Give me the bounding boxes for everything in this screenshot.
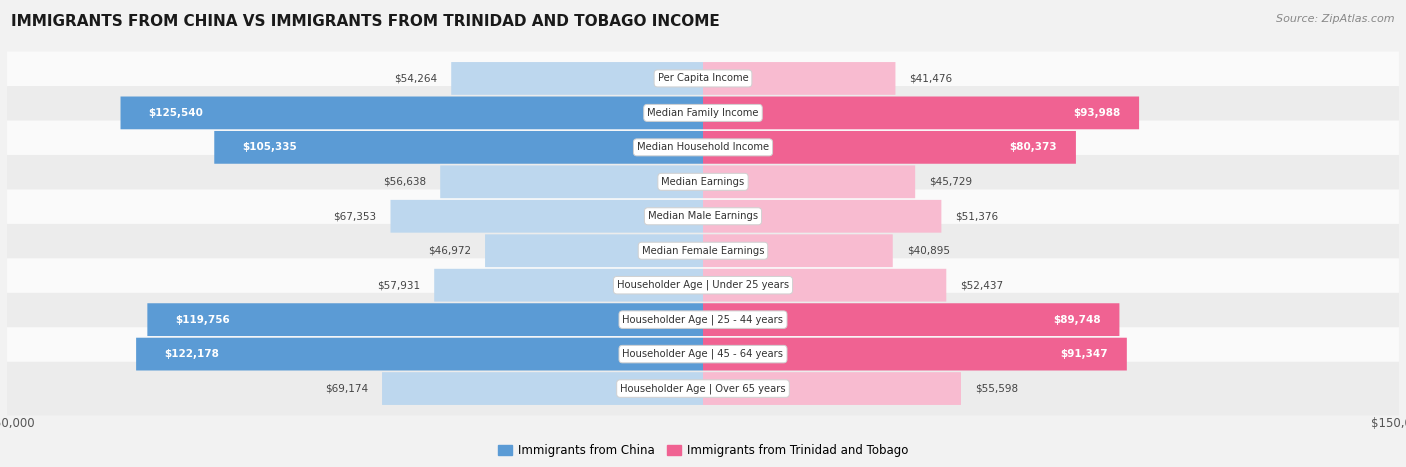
Text: Median Earnings: Median Earnings: [661, 177, 745, 187]
Text: Source: ZipAtlas.com: Source: ZipAtlas.com: [1277, 14, 1395, 24]
FancyBboxPatch shape: [121, 97, 703, 129]
Text: $40,895: $40,895: [907, 246, 949, 256]
FancyBboxPatch shape: [703, 131, 1076, 164]
FancyBboxPatch shape: [434, 269, 703, 302]
FancyBboxPatch shape: [7, 86, 1399, 140]
Text: Median Male Earnings: Median Male Earnings: [648, 211, 758, 221]
FancyBboxPatch shape: [7, 155, 1399, 209]
Text: $51,376: $51,376: [955, 211, 998, 221]
FancyBboxPatch shape: [391, 200, 703, 233]
Text: $67,353: $67,353: [333, 211, 377, 221]
Text: $125,540: $125,540: [149, 108, 204, 118]
FancyBboxPatch shape: [703, 269, 946, 302]
FancyBboxPatch shape: [7, 258, 1399, 312]
FancyBboxPatch shape: [382, 372, 703, 405]
Text: Householder Age | 45 - 64 years: Householder Age | 45 - 64 years: [623, 349, 783, 359]
Text: $69,174: $69,174: [325, 383, 368, 394]
Text: $55,598: $55,598: [974, 383, 1018, 394]
FancyBboxPatch shape: [7, 362, 1399, 416]
FancyBboxPatch shape: [7, 120, 1399, 174]
FancyBboxPatch shape: [440, 165, 703, 198]
FancyBboxPatch shape: [136, 338, 703, 370]
FancyBboxPatch shape: [451, 62, 703, 95]
Text: Median Female Earnings: Median Female Earnings: [641, 246, 765, 256]
FancyBboxPatch shape: [703, 200, 942, 233]
FancyBboxPatch shape: [703, 165, 915, 198]
FancyBboxPatch shape: [214, 131, 703, 164]
Text: $89,748: $89,748: [1053, 315, 1101, 325]
Text: IMMIGRANTS FROM CHINA VS IMMIGRANTS FROM TRINIDAD AND TOBAGO INCOME: IMMIGRANTS FROM CHINA VS IMMIGRANTS FROM…: [11, 14, 720, 29]
Text: $93,988: $93,988: [1073, 108, 1121, 118]
FancyBboxPatch shape: [703, 303, 1119, 336]
FancyBboxPatch shape: [148, 303, 703, 336]
FancyBboxPatch shape: [703, 62, 896, 95]
Text: $57,931: $57,931: [377, 280, 420, 290]
Text: Median Family Income: Median Family Income: [647, 108, 759, 118]
FancyBboxPatch shape: [485, 234, 703, 267]
Text: $119,756: $119,756: [176, 315, 231, 325]
FancyBboxPatch shape: [703, 338, 1126, 370]
Text: Per Capita Income: Per Capita Income: [658, 73, 748, 84]
Text: $54,264: $54,264: [394, 73, 437, 84]
FancyBboxPatch shape: [7, 224, 1399, 277]
Text: $52,437: $52,437: [960, 280, 1004, 290]
FancyBboxPatch shape: [703, 234, 893, 267]
Text: $56,638: $56,638: [384, 177, 426, 187]
Text: Householder Age | Over 65 years: Householder Age | Over 65 years: [620, 383, 786, 394]
FancyBboxPatch shape: [703, 97, 1139, 129]
Text: Median Household Income: Median Household Income: [637, 142, 769, 152]
Legend: Immigrants from China, Immigrants from Trinidad and Tobago: Immigrants from China, Immigrants from T…: [494, 439, 912, 462]
Text: Householder Age | Under 25 years: Householder Age | Under 25 years: [617, 280, 789, 290]
FancyBboxPatch shape: [7, 190, 1399, 243]
Text: $80,373: $80,373: [1010, 142, 1057, 152]
Text: $45,729: $45,729: [929, 177, 972, 187]
FancyBboxPatch shape: [7, 293, 1399, 347]
Text: $41,476: $41,476: [910, 73, 952, 84]
Text: $122,178: $122,178: [165, 349, 219, 359]
Text: $46,972: $46,972: [427, 246, 471, 256]
Text: $105,335: $105,335: [242, 142, 297, 152]
Text: $91,347: $91,347: [1060, 349, 1108, 359]
Text: Householder Age | 25 - 44 years: Householder Age | 25 - 44 years: [623, 314, 783, 325]
FancyBboxPatch shape: [703, 372, 960, 405]
FancyBboxPatch shape: [7, 327, 1399, 381]
FancyBboxPatch shape: [7, 51, 1399, 105]
